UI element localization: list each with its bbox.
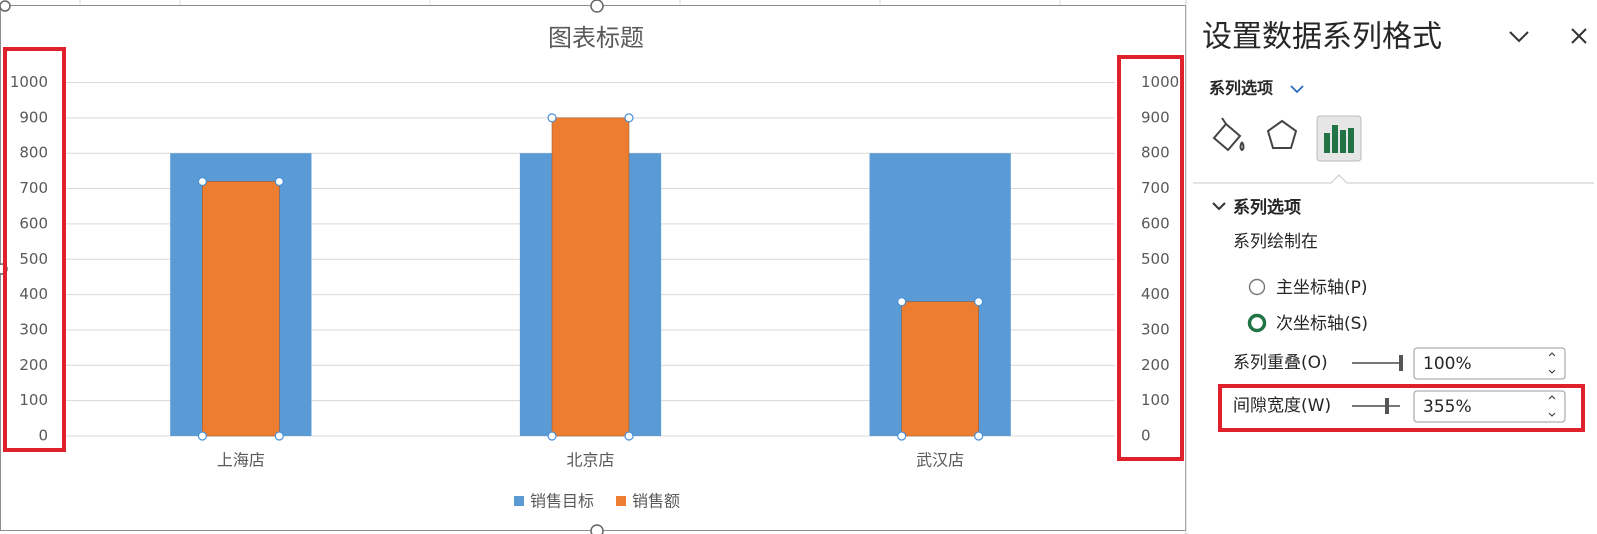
x-tick-label: 武汉店 [916,451,964,470]
selection-handle [897,431,907,441]
bar [202,181,280,437]
section-toggle[interactable] [1212,202,1226,211]
section-title[interactable]: 系列选项 [1233,197,1301,218]
selection-handle [197,431,207,441]
highlight-box [1218,384,1585,432]
gap-label: 间隙宽度(W) [1233,396,1331,416]
chart-title: 图表标题 [548,24,644,52]
y2-tick-label: 600 [1141,214,1170,232]
x-tick-label: 上海店 [217,451,265,470]
radio-label: 主坐标轴(P) [1276,278,1368,298]
y-tick-label: 700 [19,179,48,197]
selection-handle [974,297,984,307]
series-icon-bars [1324,125,1354,153]
selection-handle [624,113,634,123]
tab-dropdown[interactable] [1290,85,1304,94]
y-tick-label: 1000 [10,73,48,91]
selection-handle [624,431,634,441]
y2-tick-label: 100 [1141,391,1170,409]
collapse-button[interactable] [1509,31,1529,43]
chart: 0 100 200 300 400 500 600 700 800 900 1000 0 100 200 3… [10,73,1179,511]
overlap-input[interactable] [1413,347,1566,380]
highlight-box [1117,55,1184,461]
tab-divider [1193,174,1594,184]
y2-tick-label: 1000 [1141,73,1179,91]
y-tick-label: 900 [19,108,48,126]
close-button[interactable] [1571,28,1587,44]
y2-tick-label: 800 [1141,144,1170,162]
radio-dot [1254,320,1260,326]
radio-button[interactable] [1248,278,1266,296]
selection-handle [547,113,557,123]
gap-slider[interactable] [1352,398,1400,414]
overlap-spinner[interactable] [1548,352,1556,374]
selection-handle [197,176,207,187]
legend-label: 销售额 [632,492,680,511]
selection-handle [897,297,907,307]
y2-tick-label: 300 [1141,320,1170,338]
overlap-label: 系列重叠(O) [1233,353,1328,373]
bar [551,117,630,437]
radio-label: 次坐标轴(S) [1276,314,1368,334]
legend-swatch [616,496,626,506]
panel-bg [1186,0,1597,534]
panel-tab[interactable]: 系列选项 [1209,79,1273,98]
selection-handle [974,431,984,441]
x-tick-label: 北京店 [566,451,614,470]
y-tick-label: 0 [38,427,48,445]
plot-on-label: 系列绘制在 [1233,232,1318,252]
y2-tick-label: 0 [1141,427,1151,445]
y2-tick-label: 900 [1141,108,1170,126]
gap-value: 355% [1423,397,1472,417]
y-tick-label: 400 [19,285,48,303]
format-panel: 设置数据系列格式 系列选项 系列选项 系列绘制在 系列重叠(O) 100% 间隙… [1185,0,1597,534]
y-tick-label: 600 [19,214,48,232]
selection-handle [274,176,284,187]
y2-tick-label: 700 [1141,179,1170,197]
gap-input[interactable] [1413,390,1566,423]
y2-tick-label: 200 [1141,356,1170,374]
gap-spinner[interactable] [1548,395,1556,417]
y-tick-label: 300 [19,320,48,338]
series-icon[interactable] [1316,115,1362,162]
bar [901,301,979,437]
overlap-slider[interactable] [1352,355,1403,371]
y-tick-label: 500 [19,250,48,268]
y2-tick-label: 500 [1141,250,1170,268]
selection-handle [274,431,284,441]
sheet-grid [79,0,1061,5]
panel-title: 设置数据系列格式 [1202,20,1442,55]
effects-icon[interactable] [1266,119,1298,149]
overlap-value: 100% [1423,354,1472,374]
selection-handle [547,431,557,441]
highlight-box [3,47,66,452]
y-tick-label: 800 [19,144,48,162]
y-tick-label: 100 [19,391,48,409]
y-tick-label: 200 [19,356,48,374]
legend-swatch [514,496,524,506]
legend-label: 销售目标 [530,492,594,511]
fill-icon[interactable] [1212,117,1245,152]
y2-tick-label: 400 [1141,285,1170,303]
